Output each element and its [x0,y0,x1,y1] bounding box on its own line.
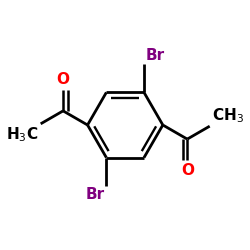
Text: Br: Br [86,187,105,202]
Text: CH$_3$: CH$_3$ [212,106,244,125]
Text: Br: Br [145,48,164,63]
Text: O: O [56,72,70,87]
Text: O: O [181,163,194,178]
Text: H$_3$C: H$_3$C [6,125,39,144]
